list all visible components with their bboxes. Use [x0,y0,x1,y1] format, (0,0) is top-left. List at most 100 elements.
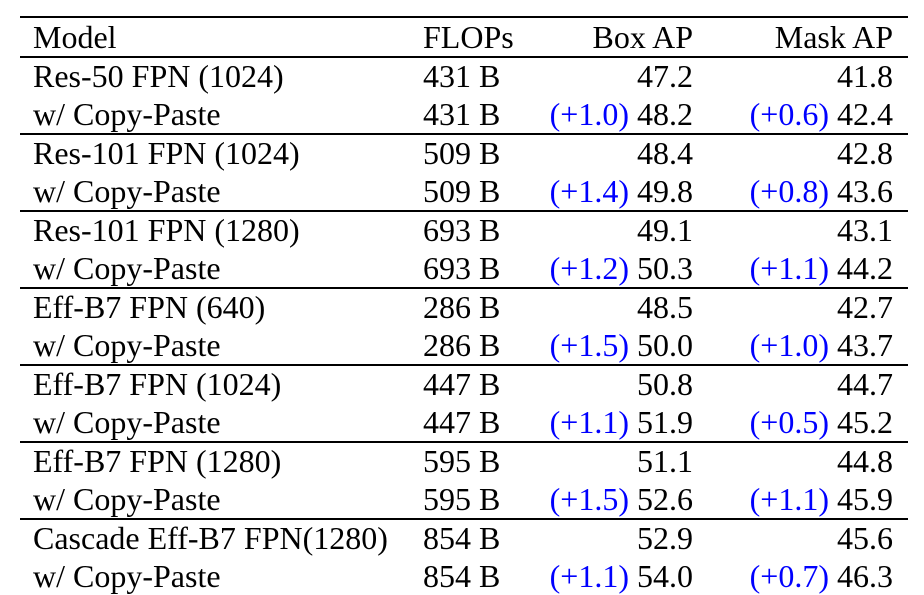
box-ap-cell: 50.8 [545,365,693,404]
results-table: Model FLOPs Box AP Mask AP Res-50 FPN (1… [20,16,908,595]
ap-delta: (+1.1) [749,249,829,286]
ap-value: 48.4 [637,135,693,171]
mask-ap-cell: (+1.1) 44.2 [693,250,908,289]
flops-cell: 595 B [423,480,501,517]
table-row: Res-101 FPN (1024) 509 B 48.4 42.8 [20,134,908,173]
table-row: w/ Copy-Paste 447 B (+1.1) 51.9 (+0.5) 45.2 [20,404,908,443]
ap-delta: (+0.8) [749,172,829,209]
box-ap-cell: (+1.4) 49.8 [545,173,693,212]
mask-ap-cell: (+1.1) 45.9 [693,481,908,520]
ap-value: 50.8 [637,366,693,402]
ap-value: 42.4 [837,95,893,132]
row-group: Eff-B7 FPN (1024) 447 B 50.8 44.7 w/ Copy-Pa… [20,365,908,442]
flops-cell: 447 B [423,366,501,402]
ap-delta: (+1.1) [549,403,629,440]
ap-delta: (+0.6) [749,95,829,132]
table-row: Eff-B7 FPN (640) 286 B 48.5 42.7 [20,288,908,327]
ap-value: 44.7 [837,366,893,402]
ap-value: 45.9 [837,480,893,517]
flops-cell: 854 B [423,520,501,556]
model-cell: w/ Copy-Paste [33,95,221,132]
flops-cell: 509 B [423,172,501,209]
model-cell: Eff-B7 FPN (1024) [33,366,282,402]
ap-value: 46.3 [837,557,893,594]
ap-value: 54.0 [637,557,693,594]
ap-value: 49.1 [637,212,693,248]
ap-delta: (+1.4) [549,172,629,209]
mask-ap-cell: (+0.6) 42.4 [693,96,908,135]
header-row: Model FLOPs Box AP Mask AP [20,17,908,57]
ap-delta: (+1.0) [749,326,829,363]
ap-value: 42.7 [837,289,893,325]
table-row: w/ Copy-Paste 286 B (+1.5) 50.0 (+1.0) 43.7 [20,327,908,366]
ap-value: 50.3 [637,249,693,286]
table-row: w/ Copy-Paste 431 B (+1.0) 48.2 (+0.6) 42.4 [20,96,908,135]
mask-ap-cell: 44.8 [693,442,908,481]
box-ap-cell: (+1.5) 50.0 [545,327,693,366]
ap-value: 47.2 [637,58,693,94]
model-cell: Cascade Eff-B7 FPN(1280) [33,520,388,556]
flops-cell: 854 B [423,557,501,594]
ap-delta: (+0.5) [749,403,829,440]
ap-delta: (+1.5) [549,480,629,517]
col-header-box-ap: Box AP [592,19,693,55]
model-cell: w/ Copy-Paste [33,249,221,286]
mask-ap-cell: 45.6 [693,519,908,558]
ap-value: 48.2 [637,95,693,132]
ap-delta: (+1.1) [549,557,629,594]
row-group: Eff-B7 FPN (640) 286 B 48.5 42.7 w/ Copy-Pas… [20,288,908,365]
ap-value: 44.8 [837,443,893,479]
table-row: w/ Copy-Paste 595 B (+1.5) 52.6 (+1.1) 45.9 [20,481,908,520]
table-row: Res-101 FPN (1280) 693 B 49.1 43.1 [20,211,908,250]
box-ap-cell: (+1.1) 54.0 [545,558,693,595]
col-header-mask-ap: Mask AP [774,19,893,55]
table-row: Eff-B7 FPN (1024) 447 B 50.8 44.7 [20,365,908,404]
model-cell: w/ Copy-Paste [33,326,221,363]
ap-delta: (+0.7) [749,557,829,594]
ap-value: 50.0 [637,326,693,363]
model-cell: w/ Copy-Paste [33,557,221,594]
ap-delta: (+1.2) [549,249,629,286]
model-cell: Eff-B7 FPN (1280) [33,443,282,479]
ap-value: 41.8 [837,58,893,94]
ap-value: 45.2 [837,403,893,440]
table-row: w/ Copy-Paste 854 B (+1.1) 54.0 (+0.7) 46.3 [20,558,908,595]
table-row: Eff-B7 FPN (1280) 595 B 51.1 44.8 [20,442,908,481]
col-header-flops: FLOPs [423,19,514,55]
box-ap-cell: 48.4 [545,134,693,173]
box-ap-cell: (+1.1) 51.9 [545,404,693,443]
model-cell: w/ Copy-Paste [33,480,221,517]
box-ap-cell: 48.5 [545,288,693,327]
row-group: Res-50 FPN (1024) 431 B 47.2 41.8 w/ Copy-Pa… [20,57,908,134]
ap-delta: (+1.5) [549,326,629,363]
mask-ap-cell: 44.7 [693,365,908,404]
box-ap-cell: 51.1 [545,442,693,481]
ap-value: 42.8 [837,135,893,171]
mask-ap-cell: 42.7 [693,288,908,327]
row-group: Eff-B7 FPN (1280) 595 B 51.1 44.8 w/ Copy-Pa… [20,442,908,519]
flops-cell: 286 B [423,289,501,325]
ap-value: 52.9 [637,520,693,556]
box-ap-cell: 52.9 [545,519,693,558]
box-ap-cell: (+1.5) 52.6 [545,481,693,520]
ap-value: 48.5 [637,289,693,325]
model-cell: Res-50 FPN (1024) [33,58,284,94]
model-cell: Eff-B7 FPN (640) [33,289,266,325]
ap-value: 44.2 [837,249,893,286]
mask-ap-cell: 42.8 [693,134,908,173]
mask-ap-cell: 41.8 [693,57,908,96]
ap-value: 52.6 [637,480,693,517]
model-cell: w/ Copy-Paste [33,172,221,209]
box-ap-cell: 47.2 [545,57,693,96]
table-row: Res-50 FPN (1024) 431 B 47.2 41.8 [20,57,908,96]
model-cell: Res-101 FPN (1280) [33,212,300,248]
ap-delta: (+1.1) [749,480,829,517]
table-row: w/ Copy-Paste 509 B (+1.4) 49.8 (+0.8) 43.6 [20,173,908,212]
ap-value: 43.6 [837,172,893,209]
box-ap-cell: 49.1 [545,211,693,250]
table-header: Model FLOPs Box AP Mask AP [20,17,908,57]
mask-ap-cell: (+0.8) 43.6 [693,173,908,212]
ap-value: 51.1 [637,443,693,479]
flops-cell: 431 B [423,95,501,132]
mask-ap-cell: 43.1 [693,211,908,250]
